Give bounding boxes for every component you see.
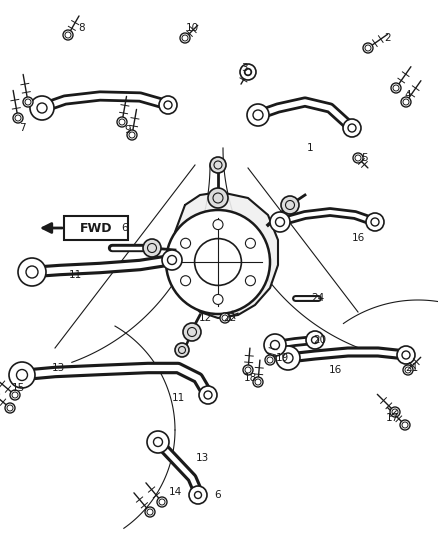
FancyBboxPatch shape (64, 216, 128, 240)
Circle shape (180, 33, 190, 43)
Circle shape (253, 377, 263, 387)
Text: 3: 3 (241, 63, 247, 73)
Circle shape (264, 334, 286, 356)
Text: 18: 18 (244, 373, 257, 383)
Text: 16: 16 (351, 233, 364, 243)
Circle shape (245, 238, 255, 248)
Text: 12: 12 (198, 313, 212, 323)
Circle shape (276, 346, 300, 370)
Circle shape (63, 30, 73, 40)
Circle shape (23, 97, 33, 107)
Circle shape (30, 96, 54, 120)
Circle shape (240, 64, 256, 80)
Circle shape (343, 119, 361, 137)
Text: 4: 4 (405, 90, 411, 100)
Circle shape (183, 323, 201, 341)
Text: 21: 21 (406, 363, 419, 373)
Circle shape (391, 83, 401, 93)
Circle shape (213, 220, 223, 230)
Circle shape (210, 157, 226, 173)
Circle shape (9, 362, 35, 388)
Text: 14: 14 (168, 487, 182, 497)
Circle shape (175, 343, 189, 357)
Text: 20: 20 (314, 335, 327, 345)
Circle shape (159, 96, 177, 114)
Text: 8: 8 (79, 23, 85, 33)
Circle shape (243, 67, 253, 77)
Circle shape (366, 213, 384, 231)
Text: 1: 1 (307, 143, 313, 153)
Circle shape (213, 294, 223, 304)
Circle shape (162, 250, 182, 270)
Text: 5: 5 (362, 153, 368, 163)
Text: 11: 11 (68, 270, 81, 280)
Text: 6: 6 (122, 223, 128, 233)
Text: 6: 6 (215, 490, 221, 500)
Circle shape (208, 188, 228, 208)
Circle shape (245, 276, 255, 286)
Circle shape (243, 365, 253, 375)
Circle shape (127, 130, 137, 140)
Text: 9: 9 (125, 125, 131, 135)
Circle shape (353, 153, 363, 163)
Circle shape (10, 390, 20, 400)
Circle shape (143, 239, 161, 257)
Text: 10: 10 (185, 23, 198, 33)
Text: 13: 13 (195, 453, 208, 463)
Circle shape (5, 403, 15, 413)
Circle shape (13, 113, 23, 123)
Circle shape (400, 420, 410, 430)
Text: 19: 19 (276, 353, 289, 363)
Circle shape (199, 386, 217, 404)
Circle shape (18, 258, 46, 286)
Circle shape (401, 97, 411, 107)
Circle shape (306, 331, 324, 349)
Circle shape (270, 212, 290, 232)
Text: 17: 17 (385, 413, 399, 423)
Circle shape (265, 355, 275, 365)
Circle shape (180, 238, 191, 248)
Text: 24: 24 (311, 293, 325, 303)
Circle shape (117, 117, 127, 127)
Text: 11: 11 (171, 393, 185, 403)
Circle shape (145, 507, 155, 517)
Circle shape (403, 365, 413, 375)
Circle shape (281, 196, 299, 214)
Circle shape (157, 497, 167, 507)
Circle shape (180, 276, 191, 286)
Circle shape (189, 486, 207, 504)
Text: FWD: FWD (80, 222, 112, 235)
Text: 22: 22 (223, 313, 237, 323)
Circle shape (363, 43, 373, 53)
Text: 13: 13 (51, 363, 65, 373)
Polygon shape (172, 192, 278, 318)
Circle shape (390, 407, 400, 417)
Circle shape (166, 210, 270, 314)
Text: 2: 2 (385, 33, 391, 43)
Text: 16: 16 (328, 365, 342, 375)
Text: 15: 15 (11, 383, 25, 393)
Text: 7: 7 (19, 123, 25, 133)
Circle shape (220, 313, 230, 323)
Circle shape (247, 104, 269, 126)
Circle shape (147, 431, 169, 453)
Circle shape (397, 346, 415, 364)
